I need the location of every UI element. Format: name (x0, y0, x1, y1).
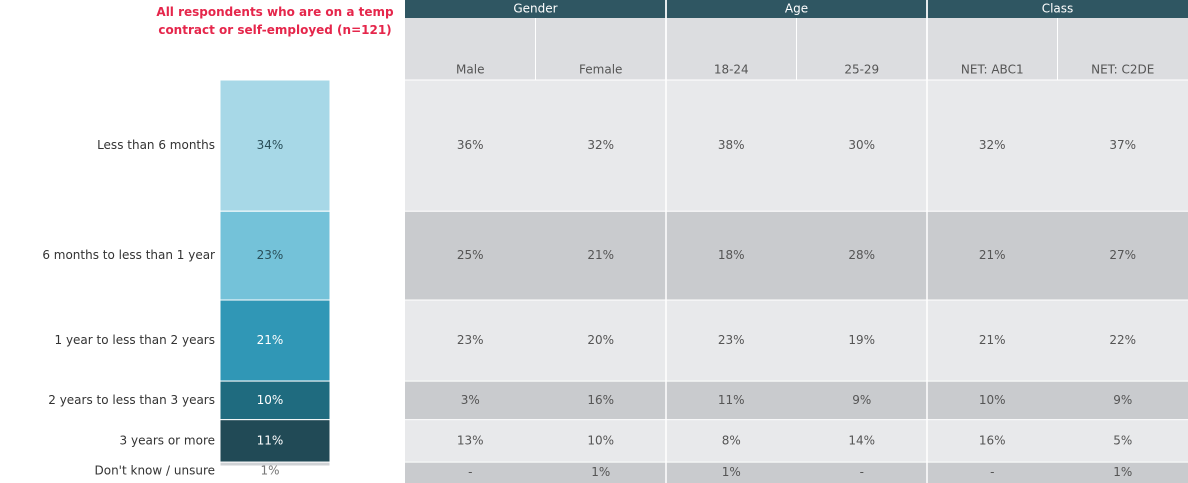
table-cell: 27% (1109, 248, 1136, 262)
table-cell: 1% (1113, 465, 1132, 479)
table-cell: 5% (1113, 433, 1132, 447)
table-row (405, 211, 1188, 301)
table-row (405, 80, 1188, 212)
value-label: 34% (257, 138, 284, 152)
table-cell: 1% (591, 465, 610, 479)
column-header: 18-24 (714, 63, 749, 77)
category-label: 3 years or more (120, 433, 215, 447)
table-cell: 32% (979, 138, 1006, 152)
table-cell: 21% (979, 248, 1006, 262)
table-cell: 18% (718, 248, 745, 262)
value-label: 11% (257, 433, 284, 447)
value-label: 21% (257, 333, 284, 347)
table-cell: 14% (848, 433, 875, 447)
table-cell: 1% (722, 465, 741, 479)
table-cell: 21% (587, 248, 614, 262)
category-label: Less than 6 months (97, 138, 215, 152)
category-label: 2 years to less than 3 years (48, 393, 215, 407)
table-cell: 9% (852, 393, 871, 407)
group-header: Class (1042, 2, 1074, 16)
table-cell: 30% (848, 138, 875, 152)
table-cell: 16% (979, 433, 1006, 447)
table-cell: 23% (718, 333, 745, 347)
table-cell: 25% (457, 248, 484, 262)
column-header: NET: C2DE (1091, 63, 1154, 77)
table-cell: 38% (718, 138, 745, 152)
table-cell: 20% (587, 333, 614, 347)
table-cell: 37% (1109, 138, 1136, 152)
table-cell: 10% (587, 433, 614, 447)
bar-segment (219, 461, 331, 467)
group-header: Gender (513, 2, 557, 16)
table-cell: 3% (461, 393, 480, 407)
table-cell: 32% (587, 138, 614, 152)
table-cell: 10% (979, 393, 1006, 407)
column-header: NET: ABC1 (961, 63, 1024, 77)
table-cell: 22% (1109, 333, 1136, 347)
bar-segment (219, 419, 331, 463)
table-cell: - (860, 465, 864, 479)
table-cell: 19% (848, 333, 875, 347)
table-cell: 28% (848, 248, 875, 262)
column-header: 25-29 (844, 63, 879, 77)
table-row (405, 381, 1188, 420)
table-cell: 8% (722, 433, 741, 447)
category-label: Don't know / unsure (94, 464, 215, 478)
value-label: 10% (257, 393, 284, 407)
table-row (405, 419, 1188, 463)
chart-title: All respondents who are on a temp contra… (156, 5, 394, 37)
column-header: Male (456, 63, 484, 77)
value-label: 1% (260, 464, 279, 478)
category-label: 6 months to less than 1 year (42, 248, 215, 262)
table-cell: - (468, 465, 472, 479)
table-cell: 16% (587, 393, 614, 407)
column-header: Female (579, 63, 622, 77)
table-cell: 21% (979, 333, 1006, 347)
bar-segment (219, 380, 331, 421)
table-cell: 13% (457, 433, 484, 447)
table-cell: 36% (457, 138, 484, 152)
table-cell: 23% (457, 333, 484, 347)
table-row (405, 462, 1188, 483)
table-row (405, 300, 1188, 382)
table-cell: 9% (1113, 393, 1132, 407)
table-cell: - (990, 465, 994, 479)
table-header-band (405, 0, 1188, 18)
group-header: Age (785, 2, 808, 16)
value-label: 23% (257, 248, 284, 262)
category-label: 1 year to less than 2 years (55, 333, 216, 347)
table-cell: 11% (718, 393, 745, 407)
